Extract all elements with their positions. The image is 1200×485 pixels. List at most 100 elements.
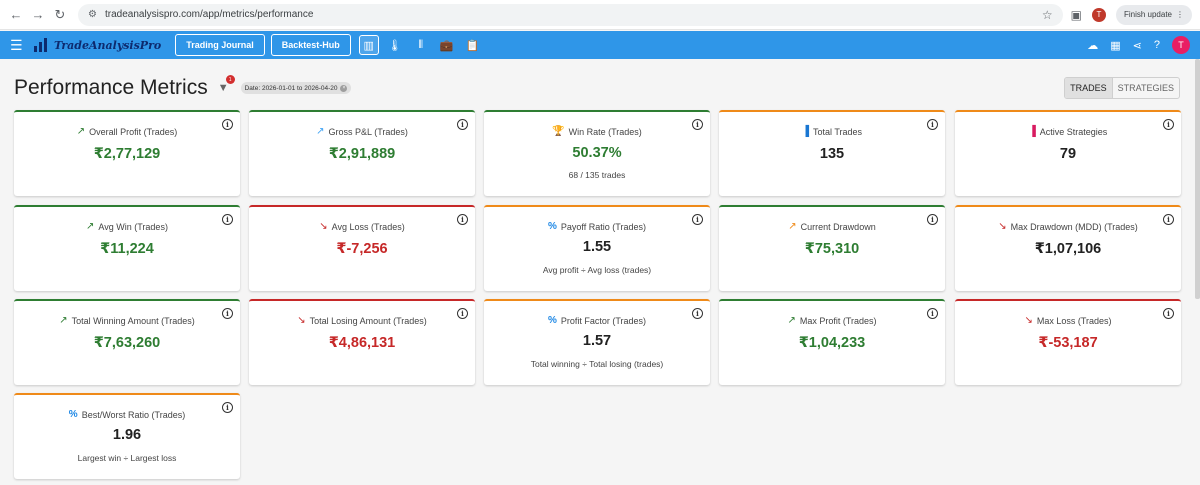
metric-card-total-losing-amount: i ↘ Total Losing Amount (Trades) ₹4,86,13… (249, 299, 475, 385)
metric-title: Current Drawdown (800, 221, 876, 232)
metric-card-max-profit: i ↗ Max Profit (Trades) ₹1,04,233 (719, 299, 945, 385)
filter-icon: ▼ (217, 82, 229, 94)
metric-value: 135 (819, 146, 845, 162)
reload-icon[interactable]: ↻ (54, 6, 66, 22)
help-icon[interactable]: ? (1153, 39, 1160, 51)
percent-icon: % (68, 409, 78, 420)
bar-chart-icon: ▐ (801, 126, 810, 137)
metric-card-win-rate: i 🏆 Win Rate (Trades) 50.37% 68 / 135 tra… (484, 110, 710, 196)
metric-card-avg-win: i ↗ Avg Win (Trades) ₹11,224 (14, 205, 240, 291)
metric-value: ₹75,310 (804, 241, 860, 257)
filter-count-badge: 1 (225, 75, 235, 84)
address-bar[interactable]: ⚙ tradeanalysispro.com/app/metrics/perfo… (78, 3, 1063, 26)
metric-value: 1.55 (582, 239, 612, 255)
cloud-upload-icon[interactable]: ☁ (1087, 39, 1099, 52)
info-icon[interactable]: i (222, 119, 233, 130)
metric-value: ₹-53,187 (1038, 335, 1098, 351)
browser-profile-avatar[interactable]: T (1091, 7, 1106, 22)
app-logo[interactable]: TradeAnalysisPro (32, 36, 161, 54)
forward-icon[interactable]: → (31, 6, 45, 22)
bookmark-star-icon[interactable]: ☆ (1041, 7, 1053, 22)
info-icon[interactable]: i (692, 308, 703, 319)
percent-icon: % (548, 221, 557, 232)
trending-up-icon: ↗ (787, 315, 796, 326)
url-text[interactable]: tradeanalysispro.com/app/metrics/perform… (104, 9, 314, 20)
filter-button[interactable]: ▼ 1 (217, 75, 235, 94)
metric-title: Max Profit (Trades) (799, 315, 877, 326)
trending-up-icon: ↗ (86, 221, 95, 232)
back-icon[interactable]: ← (9, 6, 23, 22)
trending-up-icon: ↗ (76, 126, 86, 137)
logo-text: TradeAnalysisPro (54, 38, 162, 52)
toggle-trades[interactable]: TRADES (1065, 78, 1113, 98)
thermometer-icon[interactable]: 🌡 (387, 39, 402, 52)
metric-title: Active Strategies (1039, 126, 1108, 137)
toggle-strategies[interactable]: STRATEGIES (1117, 83, 1174, 93)
info-icon[interactable]: i (222, 214, 233, 225)
info-icon[interactable]: i (457, 308, 468, 319)
metric-title: Profit Factor (Trades) (560, 315, 647, 326)
info-icon[interactable]: i (927, 214, 938, 225)
percent-icon: % (547, 315, 557, 326)
info-icon[interactable]: i (1163, 119, 1174, 130)
user-avatar[interactable]: T (1172, 36, 1190, 54)
metric-subtext: Avg profit ÷ Avg loss (trades) (542, 265, 652, 275)
metric-title: Payoff Ratio (Trades) (560, 221, 646, 232)
chip-close-icon[interactable]: × (340, 84, 348, 92)
metric-title: Total Trades (813, 126, 863, 137)
metrics-chart-icon[interactable]: ▥ (358, 35, 379, 55)
candlestick-icon[interactable]: ⫴ (418, 38, 424, 51)
extensions-icon[interactable]: ▣ (1070, 7, 1082, 22)
metric-card-total-trades: i ▐ Total Trades 135 (719, 110, 945, 196)
site-info-icon[interactable]: ⚙ (88, 9, 97, 20)
trending-down-icon: ↘ (998, 221, 1007, 232)
metric-value: 1.57 (582, 333, 612, 349)
metric-subtext: Total winning ÷ Total losing (trades) (530, 359, 664, 369)
metric-value: ₹1,07,106 (1034, 241, 1102, 257)
info-icon[interactable]: i (927, 119, 938, 130)
metric-value: 50.37% (572, 145, 622, 161)
metric-title: Win Rate (Trades) (568, 126, 642, 137)
trophy-icon: 🏆 (552, 126, 565, 137)
metric-title: Best/Worst Ratio (Trades) (81, 409, 186, 420)
metric-value: 1.96 (112, 427, 142, 443)
metric-card-gross-pnl: i ↗ Gross P&L (Trades) ₹2,91,889 (249, 110, 475, 196)
date-filter-chip[interactable]: Date: 2026-01-01 to 2026-04-20 × (240, 82, 352, 94)
trading-journal-button[interactable]: Trading Journal (175, 34, 265, 56)
metric-card-best-worst-ratio: i % Best/Worst Ratio (Trades) 1.96 Larges… (14, 393, 240, 479)
metric-title: Avg Win (Trades) (98, 221, 168, 232)
clipboard-icon[interactable]: 📋 (465, 39, 480, 52)
info-icon[interactable]: i (692, 119, 703, 130)
info-icon[interactable]: i (927, 308, 938, 319)
dashboard-icon[interactable]: ▦ (1110, 39, 1121, 52)
metric-card-max-loss: i ↘ Max Loss (Trades) ₹-53,187 (955, 299, 1181, 385)
metric-card-total-winning-amount: i ↗ Total Winning Amount (Trades) ₹7,63,2… (14, 299, 240, 385)
info-icon[interactable]: i (222, 402, 233, 413)
trending-down-icon: ↘ (1024, 315, 1033, 326)
briefcase-icon[interactable]: 💼 (439, 39, 454, 52)
info-icon[interactable]: i (222, 308, 233, 319)
share-icon[interactable]: ⋖ (1132, 39, 1142, 52)
finish-update-button[interactable]: Finish update ⋮ (1115, 4, 1192, 25)
info-icon[interactable]: i (1163, 214, 1174, 225)
metric-card-overall-profit: i ↗ Overall Profit (Trades) ₹2,77,129 (14, 110, 240, 196)
metric-title: Avg Loss (Trades) (331, 221, 405, 232)
metric-title: Overall Profit (Trades) (89, 126, 178, 137)
metric-card-avg-loss: i ↘ Avg Loss (Trades) ₹-7,256 (249, 205, 475, 291)
page-scrollbar[interactable] (1195, 59, 1200, 299)
metric-subtext: Largest win ÷ Largest loss (77, 453, 177, 463)
trending-down-icon: ↘ (297, 315, 306, 326)
more-vert-icon: ⋮ (1176, 10, 1184, 19)
menu-icon[interactable]: ☰ (10, 36, 23, 53)
metric-title: Gross P&L (Trades) (328, 126, 408, 137)
info-icon[interactable]: i (692, 214, 703, 225)
metric-card-active-strategies: i ▐ Active Strategies 79 (955, 110, 1181, 196)
info-icon[interactable]: i (457, 119, 468, 130)
browser-chrome: ← → ↻ ⚙ tradeanalysispro.com/app/metrics… (0, 0, 1200, 30)
metric-value: ₹2,91,889 (328, 146, 396, 162)
metric-value: 79 (1059, 146, 1077, 162)
info-icon[interactable]: i (457, 214, 468, 225)
backtest-hub-button[interactable]: Backtest-Hub (270, 34, 351, 56)
metric-subtext: 68 / 135 trades (568, 170, 626, 180)
info-icon[interactable]: i (1163, 308, 1174, 319)
